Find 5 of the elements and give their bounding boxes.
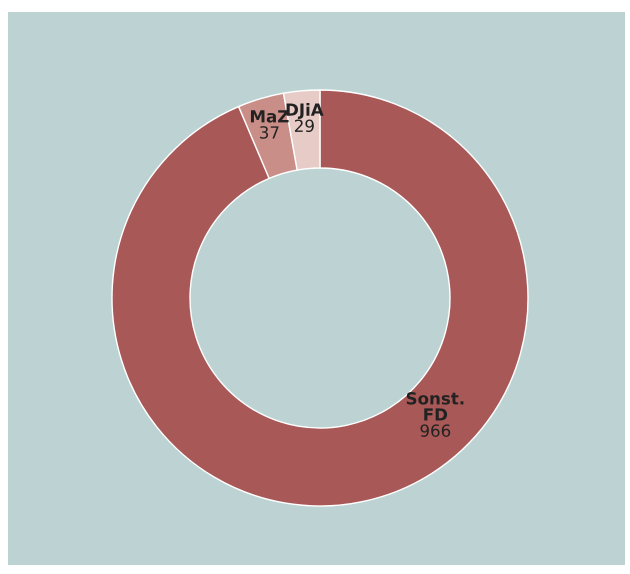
data-label: 966 (420, 424, 450, 437)
donut-slice (111, 89, 529, 507)
data-label: 37 (260, 126, 279, 139)
data-label: 29 (294, 119, 314, 132)
slice-label: Sonst. FD (406, 392, 464, 421)
